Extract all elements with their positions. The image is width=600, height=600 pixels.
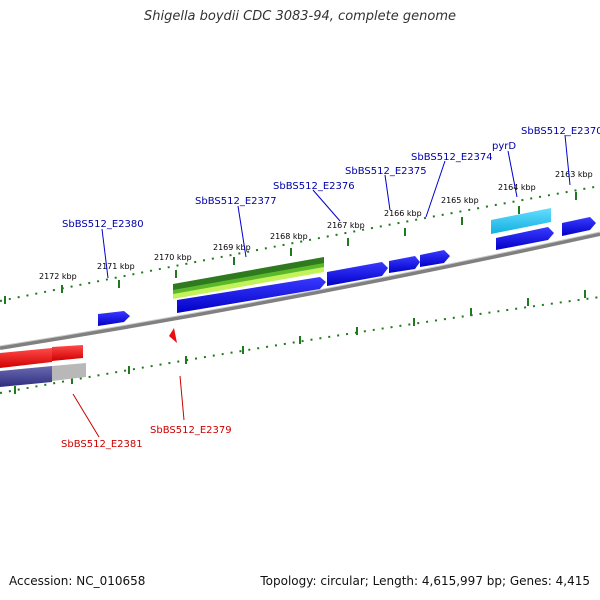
tick-label: 2172 kbp (39, 272, 77, 281)
gene-label-e2376[interactable]: SbBS512_E2376 (273, 181, 355, 192)
gene-arrow-e2380[interactable] (98, 311, 130, 326)
tick-label: 2166 kbp (384, 209, 422, 218)
gene-arrow-e2381[interactable] (0, 348, 52, 368)
gene-arrow-e2370[interactable] (562, 217, 596, 236)
leader-line (72, 393, 100, 438)
genome-backbone-highlight (0, 231, 600, 347)
cds-light-green[interactable] (173, 263, 324, 295)
inner-major-ticks (14, 290, 586, 394)
gene-label-pyrd[interactable]: pyrD (492, 141, 516, 152)
genome-title: Shigella boydii CDC 3083-94, complete ge… (143, 9, 457, 24)
gene-label-e2379[interactable]: SbBS512_E2379 (150, 425, 232, 436)
gene-arrow-e2377[interactable] (177, 277, 326, 313)
gene-arrow-pyrd[interactable] (496, 227, 554, 250)
leader-line (101, 228, 109, 279)
gene-label-e2370[interactable]: SbBS512_E2370 (521, 126, 600, 137)
gene-arrow-e2379[interactable] (169, 328, 177, 343)
feature-purple[interactable] (0, 366, 52, 387)
genome-backbone (0, 232, 600, 350)
gene-arrow-e2376[interactable] (327, 262, 388, 286)
gene-label-e2377[interactable]: SbBS512_E2377 (195, 196, 277, 207)
leader-line (312, 189, 341, 222)
leader-line (384, 174, 391, 211)
leader-line (425, 160, 446, 218)
tick-label: 2165 kbp (441, 196, 479, 205)
tick-label: 2169 kbp (213, 243, 251, 252)
gene-label-e2375[interactable]: SbBS512_E2375 (345, 166, 427, 177)
cds-lime[interactable] (173, 267, 324, 299)
gene-arrow-e2374[interactable] (420, 250, 450, 267)
gene-arrow-e2381-part[interactable] (52, 345, 83, 361)
gene-label-e2381[interactable]: SbBS512_E2381 (61, 439, 143, 450)
outer-major-ticks (4, 192, 577, 304)
leader-line (564, 134, 571, 186)
leader-line (179, 375, 185, 421)
tick-label: 2164 kbp (498, 183, 536, 192)
genome-summary-text: Topology: circular; Length: 4,615,997 bp… (260, 574, 590, 588)
tick-label: 2170 kbp (154, 253, 192, 262)
tick-label: 2168 kbp (270, 232, 308, 241)
leader-line (507, 150, 518, 198)
tick-label: 2171 kbp (97, 262, 135, 271)
tick-label: 2167 kbp (327, 221, 365, 230)
feature-grey[interactable] (52, 363, 86, 381)
inner-scale-dots (0, 296, 600, 394)
tick-label: 2163 kbp (555, 170, 593, 179)
gene-label-e2374[interactable]: SbBS512_E2374 (411, 152, 493, 163)
accession-text: Accession: NC_010658 (9, 574, 146, 588)
gene-label-e2380[interactable]: SbBS512_E2380 (62, 219, 144, 230)
gene-arrow-e2375[interactable] (389, 256, 420, 273)
leader-line (237, 205, 247, 258)
cds-cyan-pyrd[interactable] (491, 208, 551, 234)
